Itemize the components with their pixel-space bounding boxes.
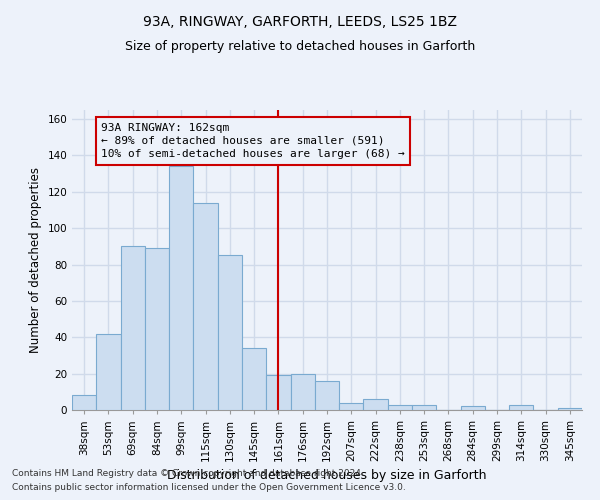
Text: 93A RINGWAY: 162sqm
← 89% of detached houses are smaller (591)
10% of semi-detac: 93A RINGWAY: 162sqm ← 89% of detached ho… xyxy=(101,122,405,159)
Bar xyxy=(315,381,339,410)
Text: Contains HM Land Registry data © Crown copyright and database right 2024.: Contains HM Land Registry data © Crown c… xyxy=(12,468,364,477)
Bar xyxy=(72,396,96,410)
Bar xyxy=(461,406,485,410)
Text: Size of property relative to detached houses in Garforth: Size of property relative to detached ho… xyxy=(125,40,475,53)
X-axis label: Distribution of detached houses by size in Garforth: Distribution of detached houses by size … xyxy=(167,470,487,482)
Bar xyxy=(218,256,242,410)
Text: Contains public sector information licensed under the Open Government Licence v3: Contains public sector information licen… xyxy=(12,484,406,492)
Bar xyxy=(388,404,412,410)
Bar xyxy=(364,399,388,410)
Bar xyxy=(169,166,193,410)
Bar xyxy=(558,408,582,410)
Bar xyxy=(242,348,266,410)
Bar xyxy=(339,402,364,410)
Bar xyxy=(121,246,145,410)
Bar xyxy=(266,376,290,410)
Bar xyxy=(509,404,533,410)
Text: 93A, RINGWAY, GARFORTH, LEEDS, LS25 1BZ: 93A, RINGWAY, GARFORTH, LEEDS, LS25 1BZ xyxy=(143,15,457,29)
Bar xyxy=(412,404,436,410)
Y-axis label: Number of detached properties: Number of detached properties xyxy=(29,167,42,353)
Bar xyxy=(96,334,121,410)
Bar xyxy=(145,248,169,410)
Bar xyxy=(290,374,315,410)
Bar xyxy=(193,202,218,410)
